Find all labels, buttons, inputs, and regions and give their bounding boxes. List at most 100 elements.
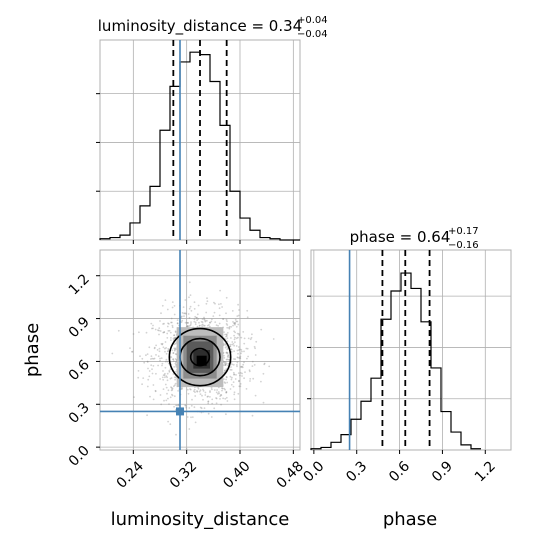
sample-point — [233, 338, 236, 341]
sample-point — [166, 360, 169, 363]
sample-point — [138, 331, 140, 334]
sample-point — [226, 337, 229, 340]
sample-point — [228, 327, 231, 330]
sample-point — [206, 300, 209, 303]
sample-point — [251, 414, 254, 417]
sample-point — [181, 319, 184, 322]
sample-point — [132, 333, 135, 335]
sample-point — [235, 374, 237, 376]
sample-point — [167, 389, 170, 392]
sample-point — [202, 398, 204, 401]
sample-point — [194, 315, 197, 318]
sample-point — [196, 390, 199, 393]
luminosity-distance-axis-label: luminosity_distance — [111, 509, 290, 530]
sample-point — [225, 296, 228, 299]
sample-point — [159, 357, 161, 360]
x-tick-label: 0.40 — [220, 458, 253, 491]
sample-point — [191, 416, 194, 418]
sample-point — [206, 395, 209, 398]
sample-point — [170, 337, 172, 339]
sample-point — [224, 397, 227, 400]
sample-point — [231, 341, 234, 343]
sample-point — [158, 350, 161, 353]
sample-point — [262, 372, 265, 375]
sample-point — [203, 407, 206, 409]
sample-point — [226, 358, 229, 361]
sample-point — [234, 331, 237, 334]
sample-point — [203, 319, 206, 321]
phase-x-axis-label: phase — [383, 509, 437, 530]
sample-point — [186, 416, 189, 418]
sample-point — [155, 354, 157, 356]
sample-point — [165, 375, 168, 378]
sample-point — [172, 352, 175, 354]
sample-point — [207, 395, 210, 398]
sample-point — [268, 365, 271, 368]
sample-point — [244, 371, 246, 373]
sample-point — [239, 374, 241, 377]
sample-point — [233, 398, 236, 401]
sample-point — [239, 366, 242, 368]
sample-point — [225, 362, 228, 365]
sample-point — [224, 346, 227, 349]
sample-point — [214, 321, 217, 323]
x-tick-label: 1.2 — [472, 458, 499, 485]
phase-title-main: phase = 0.64 — [350, 228, 451, 246]
sample-point — [237, 392, 240, 395]
sample-point — [176, 404, 179, 407]
sample-point — [223, 381, 226, 384]
sample-point — [172, 358, 175, 361]
sample-point — [225, 413, 227, 416]
sample-point — [166, 332, 169, 335]
sample-point — [200, 320, 203, 323]
sample-point — [219, 395, 222, 397]
sample-point — [236, 315, 239, 317]
sample-point — [232, 363, 235, 366]
sample-point — [172, 352, 175, 354]
sample-point — [186, 322, 189, 324]
sample-point — [175, 361, 177, 364]
sample-point — [234, 378, 237, 380]
sample-point — [209, 321, 211, 324]
sample-point — [153, 357, 156, 360]
sample-point — [208, 324, 210, 326]
sample-point — [237, 314, 240, 317]
sample-point — [163, 374, 166, 377]
sample-point — [213, 389, 216, 391]
sample-point — [159, 330, 162, 332]
sample-point — [158, 333, 160, 336]
sample-point — [211, 402, 214, 405]
sample-point — [155, 344, 158, 347]
sample-point — [151, 368, 153, 371]
sample-point — [239, 385, 242, 388]
sample-point — [224, 361, 227, 364]
sample-point — [233, 330, 236, 333]
sample-point — [168, 323, 170, 325]
sample-point — [240, 348, 243, 351]
sample-point — [174, 353, 177, 355]
sample-point — [225, 318, 228, 321]
sample-point — [224, 333, 226, 336]
sample-point — [199, 324, 201, 327]
sample-point — [236, 364, 238, 366]
sample-point — [174, 378, 177, 381]
sample-point — [232, 381, 235, 383]
sample-point — [148, 346, 151, 349]
sample-point — [158, 347, 161, 350]
sample-point — [226, 347, 229, 349]
sample-point — [173, 385, 175, 388]
sample-point — [227, 354, 230, 356]
sample-point — [218, 392, 221, 395]
sample-point — [205, 302, 208, 305]
sample-point — [174, 330, 177, 333]
sample-point — [223, 387, 226, 390]
sample-point — [232, 385, 235, 388]
sample-point — [167, 348, 170, 350]
sample-point — [240, 366, 243, 368]
sample-point — [173, 349, 176, 352]
x-tick-label: 0.24 — [114, 458, 147, 491]
sample-point — [183, 315, 185, 317]
sample-point — [159, 359, 161, 362]
sample-point — [246, 316, 249, 319]
sample-point — [131, 350, 133, 353]
